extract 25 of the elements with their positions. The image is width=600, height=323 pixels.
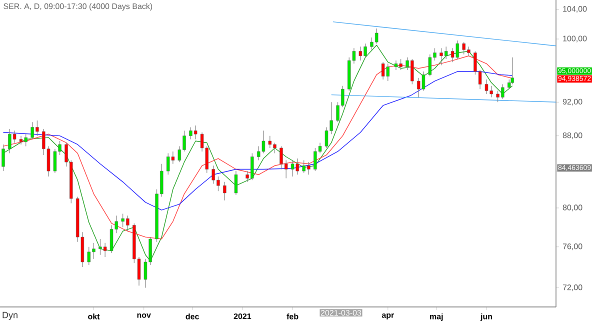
line-series (2, 71, 513, 210)
text: 2021-03-03 (320, 310, 362, 316)
y-tick-label: 104,00 (563, 6, 587, 13)
line-series (2, 56, 513, 240)
y-tick-label: 80,00 (562, 204, 582, 212)
x-tick-label: nov (137, 313, 151, 318)
chart-title: SER. A, D, 09:00-17:30 (4000 Days Back) (4, 3, 152, 11)
candlestick (234, 170, 238, 196)
candlestick (2, 144, 5, 172)
x-tick-label: okt (88, 313, 100, 320)
y-tick-label: 72,00 (562, 284, 582, 292)
candlestick (223, 182, 226, 201)
y-tick-label: 76,00 (562, 244, 582, 250)
x-tick-label: jun (480, 313, 492, 321)
text: Dyn (2, 312, 18, 320)
x-tick-label: maj (430, 313, 443, 321)
y-tick-label: 100,00 (563, 36, 587, 42)
line-series (2, 44, 513, 262)
y-tick-label: 88,00 (562, 132, 582, 140)
candlestick (510, 57, 514, 85)
x-tick-label: dec (186, 313, 200, 320)
x-tick-label: 2021 (234, 313, 252, 320)
x-tick-label: feb (286, 313, 298, 320)
x-tick-label: apr (382, 313, 394, 320)
y-tick-label: 92,00 (562, 98, 582, 106)
